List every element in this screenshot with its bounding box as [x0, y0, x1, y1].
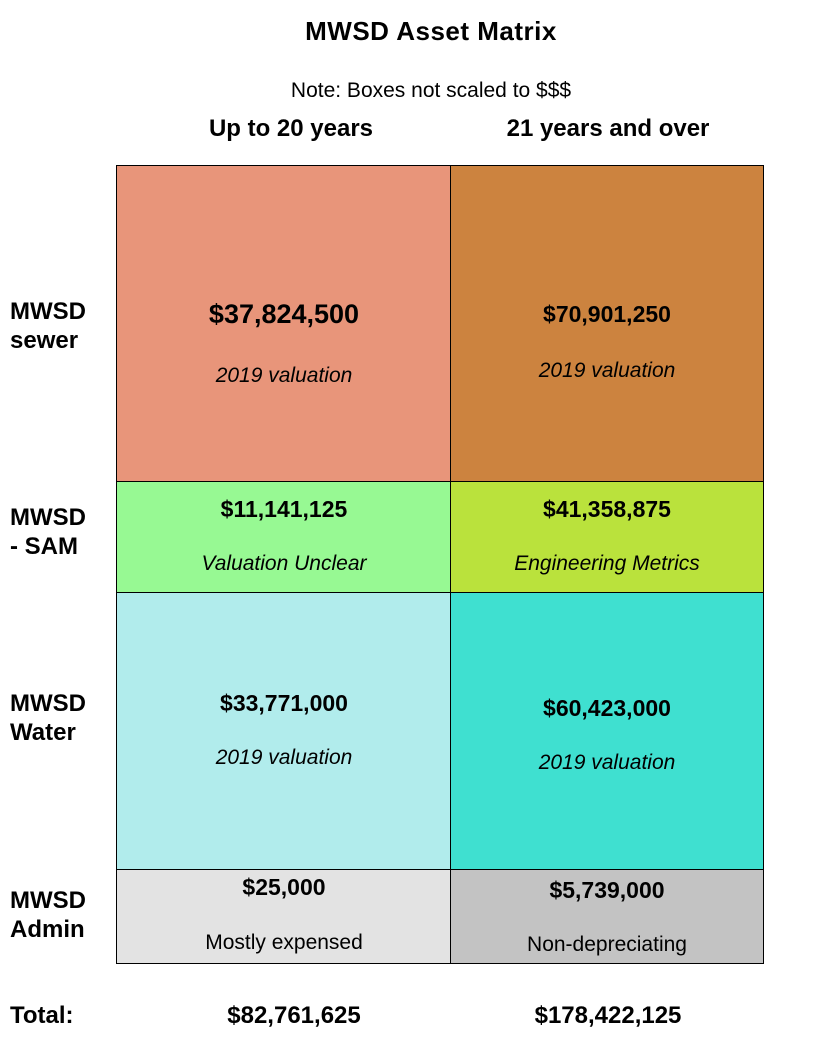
cell-value: $60,423,000 [543, 695, 671, 721]
row-label-line1: MWSD [10, 298, 86, 325]
cell-sam-up-to-20: $11,141,125 Valuation Unclear [116, 481, 452, 594]
cell-note: Mostly expensed [205, 931, 363, 954]
cell-note: 2019 valuation [215, 746, 353, 769]
row-label-line1: MWSD [10, 504, 86, 531]
cell-value: $41,358,875 [543, 496, 671, 522]
cell-sewer-up-to-20: $37,824,500 2019 valuation [116, 165, 452, 483]
row-label-line2: Admin [10, 916, 85, 943]
cell-admin-up-to-20: $25,000 Mostly expensed [116, 869, 452, 964]
column-header-short: Up to 20 years [208, 115, 374, 142]
cell-note: Engineering Metrics [514, 552, 700, 575]
row-header-sewer: MWSD sewer [10, 297, 86, 355]
cell-value: $11,141,125 [220, 496, 348, 522]
row-label-line2: Water [10, 719, 76, 746]
cell-value: $37,824,500 [208, 299, 360, 329]
row-header-sam: MWSD - SAM [10, 503, 86, 561]
cell-sam-21-and-over: $41,358,875 Engineering Metrics [450, 481, 764, 594]
cell-note: 2019 valuation [538, 751, 676, 774]
row-label-line1: MWSD [10, 690, 86, 717]
column-header-long: 21 years and over [506, 115, 710, 142]
row-label-line2: sewer [10, 327, 79, 354]
cell-value: $25,000 [242, 874, 326, 900]
row-header-water: MWSD Water [10, 689, 86, 747]
cell-value: $33,771,000 [220, 690, 348, 716]
scale-note: Note: Boxes not scaled to $$$ [290, 79, 572, 102]
cell-water-21-and-over: $60,423,000 2019 valuation [450, 592, 764, 871]
row-label-line1: MWSD [10, 887, 86, 914]
cell-admin-21-and-over: $5,739,000 Non-depreciating [450, 869, 764, 964]
cell-sewer-21-and-over: $70,901,250 2019 valuation [450, 165, 764, 483]
cell-water-up-to-20: $33,771,000 2019 valuation [116, 592, 452, 871]
cell-value: $70,901,250 [543, 301, 671, 327]
total-up-to-20: $82,761,625 [227, 1002, 361, 1029]
total-21-and-over: $178,422,125 [534, 1002, 682, 1029]
total-label: Total: [10, 1002, 74, 1029]
page-title: MWSD Asset Matrix [305, 16, 557, 46]
cell-value: $5,739,000 [549, 877, 665, 903]
row-label-line2: - SAM [10, 533, 78, 560]
cell-note: 2019 valuation [538, 359, 676, 382]
row-header-admin: MWSD Admin [10, 886, 86, 944]
cell-note: Non-depreciating [527, 933, 687, 956]
cell-note: Valuation Unclear [201, 552, 367, 575]
cell-note: 2019 valuation [215, 364, 353, 387]
